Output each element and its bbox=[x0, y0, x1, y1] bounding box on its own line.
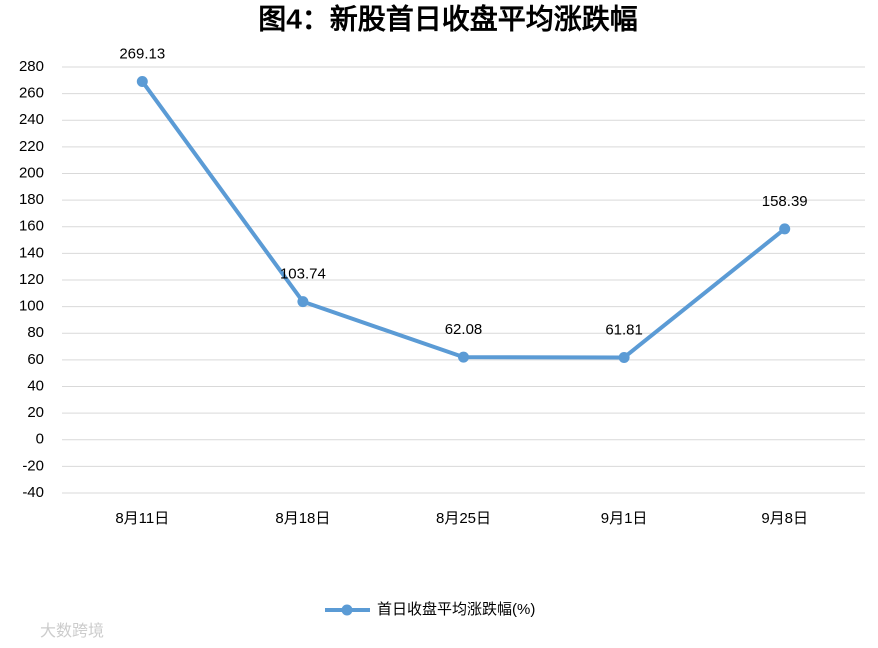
y-tick-label: 0 bbox=[36, 431, 44, 448]
legend-label: 首日收盘平均涨跌幅(%) bbox=[377, 600, 535, 618]
y-tick-label: 220 bbox=[19, 138, 44, 155]
y-tick-label: -40 bbox=[22, 484, 44, 501]
y-tick-label: 240 bbox=[19, 111, 44, 128]
marker bbox=[458, 351, 469, 363]
y-tick-label: 280 bbox=[19, 58, 44, 75]
x-tick-label: 9月8日 bbox=[761, 510, 808, 527]
marker bbox=[297, 296, 309, 308]
marker bbox=[618, 351, 630, 363]
legend-marker bbox=[341, 604, 353, 616]
y-tick-label: 160 bbox=[19, 218, 44, 235]
watermark: 大数跨境 bbox=[40, 621, 104, 640]
data-label: 158.39 bbox=[762, 193, 808, 210]
x-tick-label: 8月18日 bbox=[275, 510, 330, 527]
y-tick-label: 60 bbox=[27, 351, 44, 368]
y-tick-label: 120 bbox=[19, 271, 44, 288]
y-tick-label: 80 bbox=[27, 324, 44, 341]
x-tick-label: 8月11日 bbox=[115, 510, 169, 527]
y-tick-label: 180 bbox=[19, 191, 44, 208]
data-label: 62.08 bbox=[445, 321, 483, 338]
marker bbox=[779, 223, 791, 235]
data-label: 269.13 bbox=[119, 45, 165, 62]
y-tick-label: 260 bbox=[19, 85, 44, 102]
y-tick-label: 20 bbox=[27, 404, 44, 421]
y-tick-label: 40 bbox=[27, 377, 44, 394]
y-tick-label: 200 bbox=[19, 164, 44, 181]
y-tick-label: -20 bbox=[22, 457, 44, 474]
x-tick-label: 8月25日 bbox=[436, 510, 491, 527]
y-tick-label: 100 bbox=[19, 298, 44, 315]
y-tick-label: 140 bbox=[19, 244, 44, 261]
chart-title: 图4：新股首日收盘平均涨跌幅 bbox=[258, 2, 638, 34]
data-label: 61.81 bbox=[605, 321, 643, 338]
marker bbox=[136, 75, 148, 87]
data-label: 103.74 bbox=[280, 266, 326, 283]
x-tick-label: 9月1日 bbox=[601, 510, 648, 527]
